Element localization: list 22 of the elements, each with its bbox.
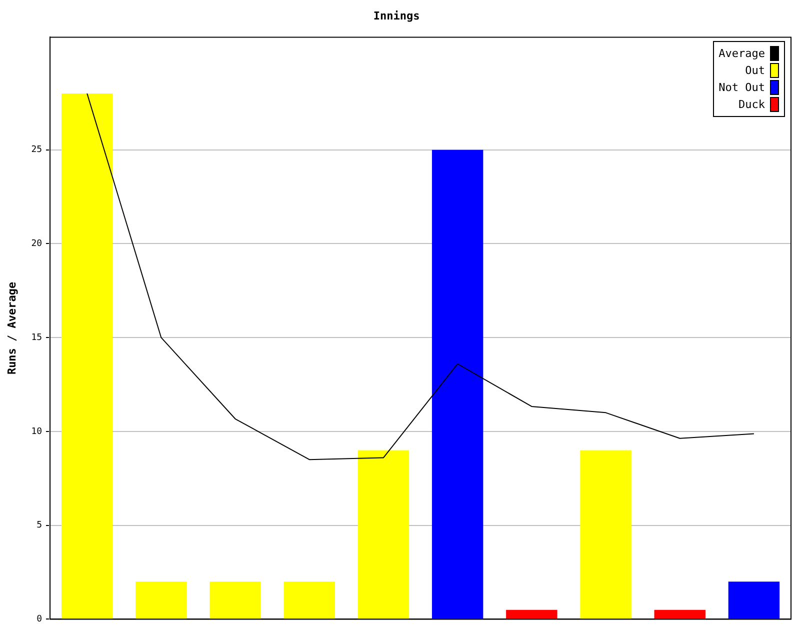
bar bbox=[210, 582, 261, 619]
legend-label: Duck bbox=[738, 97, 765, 114]
bar bbox=[506, 610, 558, 619]
y-tick-label: 10 bbox=[31, 426, 42, 437]
bar bbox=[61, 94, 113, 619]
y-tick-label: 15 bbox=[31, 332, 42, 343]
chart-title: Innings bbox=[373, 9, 420, 22]
bar bbox=[284, 582, 335, 619]
y-tick-label: 5 bbox=[36, 520, 42, 531]
legend-label: Not Out bbox=[718, 80, 765, 96]
y-axis-title: Runs / Average bbox=[5, 281, 18, 375]
bar bbox=[580, 450, 632, 619]
bar bbox=[358, 450, 410, 619]
bar bbox=[654, 610, 706, 619]
legend-label: Average bbox=[718, 46, 765, 62]
y-tick-label: 0 bbox=[36, 614, 42, 625]
y-tick-label: 20 bbox=[31, 239, 42, 250]
y-tick-label: 25 bbox=[31, 145, 42, 156]
bar bbox=[136, 582, 187, 619]
legend-label: Out bbox=[745, 63, 765, 80]
bar bbox=[728, 582, 780, 619]
bar bbox=[432, 150, 484, 619]
